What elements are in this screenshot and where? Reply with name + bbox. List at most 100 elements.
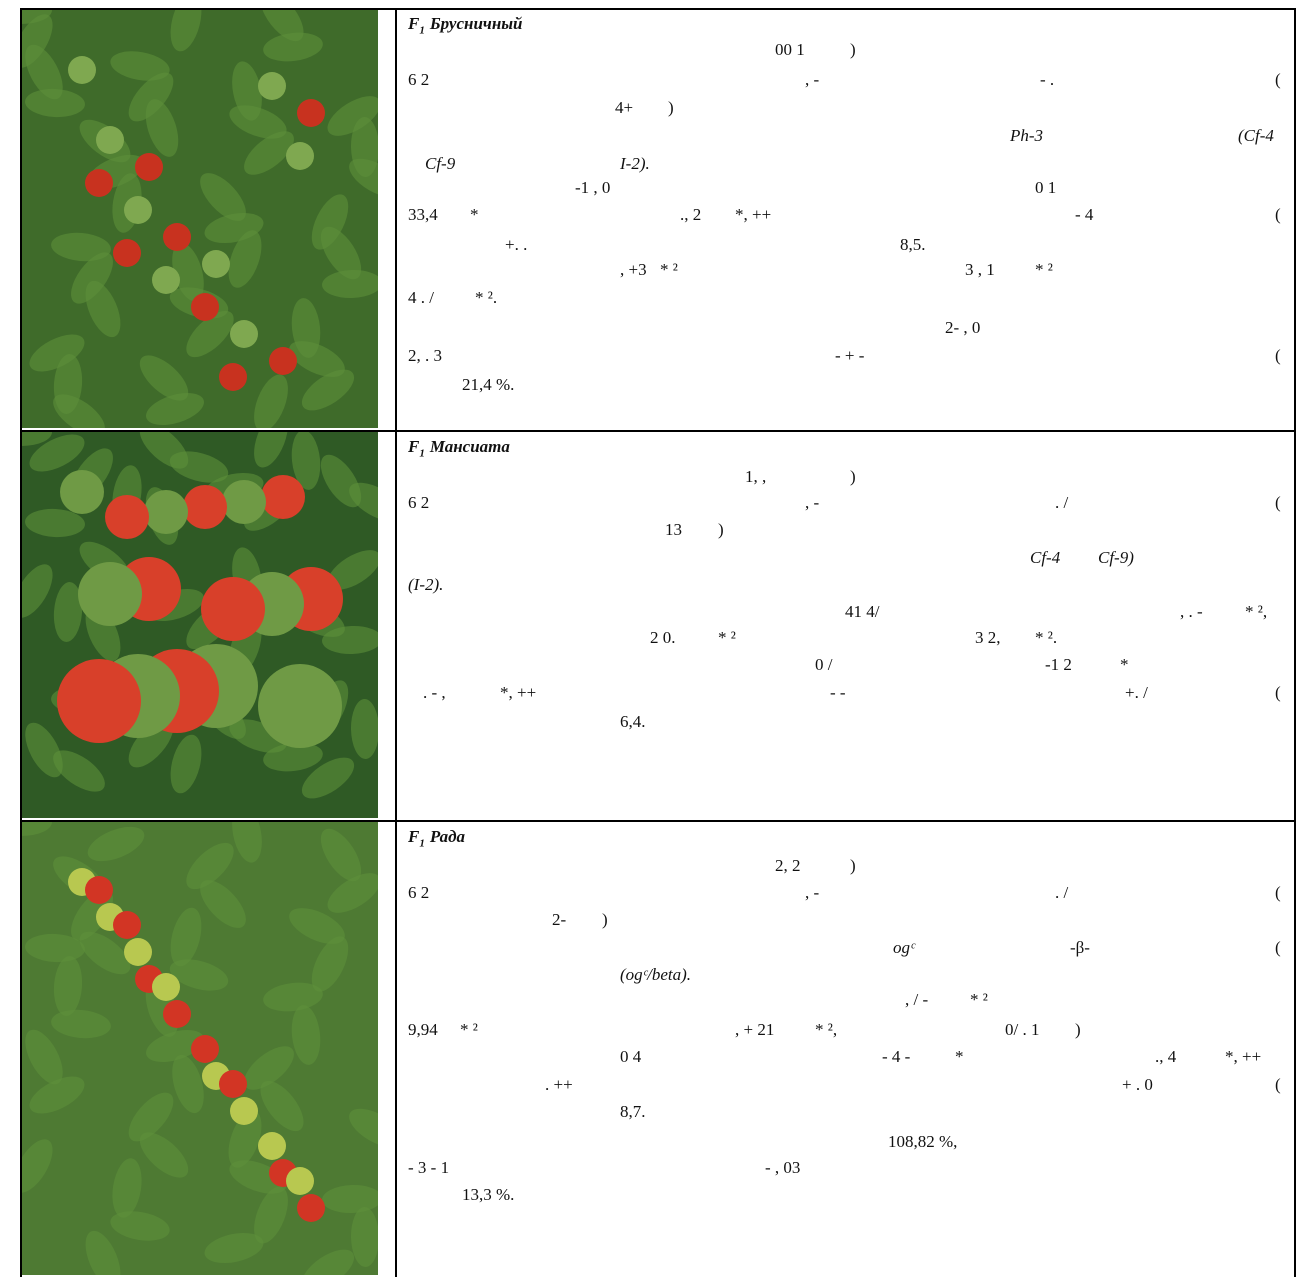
text-fragment: +. / bbox=[1125, 683, 1148, 703]
photo bbox=[22, 822, 378, 1275]
table-rule bbox=[1294, 8, 1296, 1277]
text-fragment: (I-2). bbox=[408, 575, 443, 595]
text-fragment: . - , bbox=[423, 683, 446, 703]
text-fragment: - 3 - 1 bbox=[408, 1158, 449, 1178]
text-fragment: . ++ bbox=[545, 1075, 573, 1095]
text-fragment: ( bbox=[1275, 683, 1281, 703]
text-fragment: 8,5. bbox=[900, 235, 926, 255]
text-fragment: * ², bbox=[815, 1020, 837, 1040]
text-fragment: 108,82 %, bbox=[888, 1132, 957, 1152]
text-fragment: , - bbox=[805, 493, 819, 513]
text-fragment: ) bbox=[602, 910, 608, 930]
text-fragment: 6 2 bbox=[408, 883, 429, 903]
text-fragment: 8,7. bbox=[620, 1102, 646, 1122]
text-fragment: . / bbox=[1055, 883, 1068, 903]
text-fragment: *, ++ bbox=[735, 205, 771, 225]
text-fragment: + . 0 bbox=[1122, 1075, 1153, 1095]
text-fragment: 0 1 bbox=[1035, 178, 1056, 198]
title-prefix: F bbox=[408, 437, 419, 456]
text-fragment: * ². bbox=[475, 288, 497, 308]
text-fragment: * ² bbox=[718, 628, 736, 648]
text-fragment: 0 4 bbox=[620, 1047, 641, 1067]
text-fragment: +. . bbox=[505, 235, 527, 255]
text-fragment: -1 2 bbox=[1045, 655, 1072, 675]
text-fragment: 13,3 %. bbox=[462, 1185, 514, 1205]
text-fragment: * bbox=[1120, 655, 1129, 675]
text-fragment: 4+ bbox=[615, 98, 633, 118]
text-fragment: 2, 2 bbox=[775, 856, 801, 876]
title-sub: 1 bbox=[419, 447, 425, 459]
text-fragment: 0 / bbox=[815, 655, 832, 675]
text-fragment: ., 2 bbox=[680, 205, 701, 225]
photo bbox=[22, 432, 378, 818]
text-fragment: 1, , bbox=[745, 467, 766, 487]
text-fragment: 21,4 %. bbox=[462, 375, 514, 395]
title-name: Мансиата bbox=[430, 437, 510, 456]
text-fragment: - , 03 bbox=[765, 1158, 800, 1178]
text-fragment: , - bbox=[805, 883, 819, 903]
text-fragment: 13 bbox=[665, 520, 682, 540]
text-fragment: . / bbox=[1055, 493, 1068, 513]
text-fragment: - 4 - bbox=[882, 1047, 910, 1067]
table-rule bbox=[395, 8, 397, 1277]
text-fragment: ) bbox=[1075, 1020, 1081, 1040]
text-fragment: ., 4 bbox=[1155, 1047, 1176, 1067]
text-fragment: Cf-9) bbox=[1098, 548, 1134, 568]
title-name: Брусничный bbox=[430, 14, 523, 33]
text-fragment: * bbox=[955, 1047, 964, 1067]
text-fragment: * ² bbox=[460, 1020, 478, 1040]
text-fragment: Cf-4 bbox=[1030, 548, 1060, 568]
text-fragment: , - bbox=[805, 70, 819, 90]
text-fragment: * bbox=[470, 205, 479, 225]
text-fragment: 6,4. bbox=[620, 712, 646, 732]
text-fragment: , . - bbox=[1180, 602, 1203, 622]
text-fragment: - 4 bbox=[1075, 205, 1093, 225]
text-fragment: ( bbox=[1275, 70, 1281, 90]
text-fragment: ( bbox=[1275, 205, 1281, 225]
text-fragment: ( bbox=[1275, 1075, 1281, 1095]
text-fragment: 2- , 0 bbox=[945, 318, 980, 338]
text-fragment: , / - bbox=[905, 990, 928, 1010]
text-fragment: 2, . 3 bbox=[408, 346, 442, 366]
text-fragment: -β- bbox=[1070, 938, 1090, 958]
text-fragment: * ². bbox=[1035, 628, 1057, 648]
text-fragment: * ² bbox=[660, 260, 678, 280]
text-fragment: 6 2 bbox=[408, 70, 429, 90]
text-fragment: ( bbox=[1275, 883, 1281, 903]
text-fragment: ) bbox=[668, 98, 674, 118]
text-fragment: - . bbox=[1040, 70, 1054, 90]
text-fragment: 00 1 bbox=[775, 40, 805, 60]
text-fragment: *, ++ bbox=[500, 683, 536, 703]
row-title: F1 Мансиата bbox=[408, 437, 510, 463]
text-fragment: (Cf-4 bbox=[1238, 126, 1274, 146]
text-fragment: * ² bbox=[1035, 260, 1053, 280]
title-sub: 1 bbox=[419, 837, 425, 849]
text-fragment: 41 4/ bbox=[845, 602, 879, 622]
title-prefix: F bbox=[408, 14, 419, 33]
text-fragment: 4 . / bbox=[408, 288, 434, 308]
text-fragment: - - bbox=[830, 683, 846, 703]
text-fragment: 2 0. bbox=[650, 628, 676, 648]
text-fragment: 3 2, bbox=[975, 628, 1001, 648]
text-fragment: ) bbox=[718, 520, 724, 540]
text-fragment: 33,4 bbox=[408, 205, 438, 225]
title-name: Рада bbox=[430, 827, 465, 846]
text-fragment: ( bbox=[1275, 346, 1281, 366]
text-fragment: 6 2 bbox=[408, 493, 429, 513]
text-fragment: ogᶜ bbox=[893, 938, 914, 958]
text-fragment: 0/ . 1 bbox=[1005, 1020, 1039, 1040]
text-fragment: , +3 bbox=[620, 260, 647, 280]
text-fragment: * ², bbox=[1245, 602, 1267, 622]
title-prefix: F bbox=[408, 827, 419, 846]
text-fragment: Ph-3 bbox=[1010, 126, 1043, 146]
text-fragment: ) bbox=[850, 40, 856, 60]
photo bbox=[22, 10, 378, 428]
text-fragment: ) bbox=[850, 856, 856, 876]
text-fragment: ) bbox=[850, 467, 856, 487]
text-fragment: *, ++ bbox=[1225, 1047, 1261, 1067]
text-fragment: 2- bbox=[552, 910, 566, 930]
text-fragment: I-2). bbox=[620, 154, 650, 174]
text-fragment: -1 , 0 bbox=[575, 178, 610, 198]
text-fragment: , + 21 bbox=[735, 1020, 774, 1040]
